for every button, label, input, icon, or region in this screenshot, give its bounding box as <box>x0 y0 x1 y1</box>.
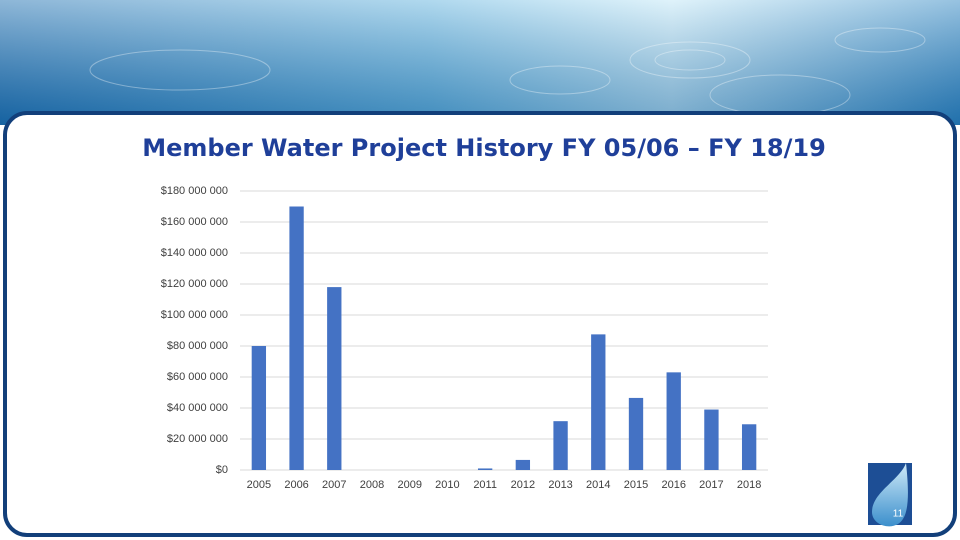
bar <box>251 346 267 470</box>
x-tick-label: 2006 <box>284 479 308 491</box>
bar <box>289 206 304 470</box>
x-tick-label: 2007 <box>322 479 346 491</box>
y-tick-label: $60 000 000 <box>167 371 228 383</box>
chart-title: Member Water Project History FY 05/06 – … <box>142 134 826 162</box>
x-tick-label: 2016 <box>661 479 685 491</box>
bar <box>628 397 644 470</box>
x-tick-label: 2013 <box>548 479 572 491</box>
y-tick-label: $0 <box>216 464 228 476</box>
page-number: 11 <box>893 509 904 520</box>
water-shade <box>0 0 960 125</box>
x-tick-label: 2005 <box>247 479 271 491</box>
bar <box>515 459 531 470</box>
y-tick-label: $40 000 000 <box>167 402 228 414</box>
x-tick-label: 2018 <box>737 479 761 491</box>
x-tick-label: 2011 <box>473 479 497 491</box>
bar <box>666 372 681 470</box>
x-tick-label: 2014 <box>586 479 610 491</box>
logo-drop <box>872 463 908 527</box>
y-tick-label: $180 000 000 <box>161 185 228 197</box>
y-tick-label: $140 000 000 <box>161 247 228 259</box>
x-tick-label: 2008 <box>360 479 384 491</box>
bar <box>327 287 342 470</box>
x-tick-label: 2009 <box>397 479 421 491</box>
bar <box>741 424 757 470</box>
bar <box>591 334 606 470</box>
x-tick-label: 2012 <box>511 479 535 491</box>
y-tick-label: $120 000 000 <box>161 278 228 290</box>
y-tick-label: $160 000 000 <box>161 216 228 228</box>
bar <box>477 468 493 470</box>
y-tick-label: $20 000 000 <box>167 433 228 445</box>
x-tick-label: 2015 <box>624 479 648 491</box>
y-tick-label: $100 000 000 <box>161 309 228 321</box>
y-tick-label: $80 000 000 <box>167 340 228 352</box>
x-tick-label: 2010 <box>435 479 459 491</box>
content-panel <box>3 111 957 537</box>
bar <box>704 409 719 470</box>
bar <box>553 421 568 470</box>
x-tick-label: 2017 <box>699 479 723 491</box>
